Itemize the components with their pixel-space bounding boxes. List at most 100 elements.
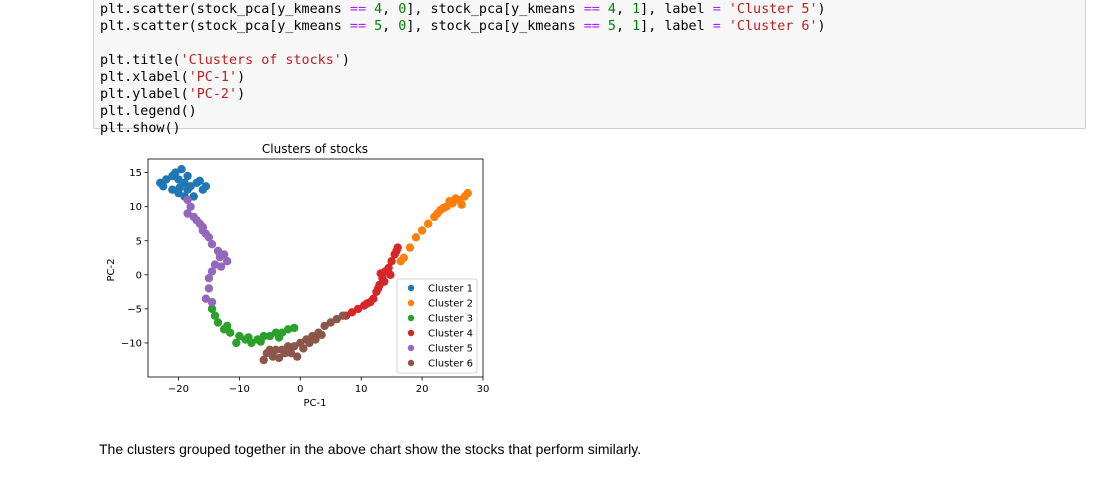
data-point-cluster-3 <box>232 338 241 348</box>
data-point-cluster-3 <box>244 333 253 342</box>
data-point-cluster-5 <box>223 257 232 266</box>
data-point-cluster-5 <box>204 284 214 293</box>
code-token: ) <box>237 70 246 85</box>
code-token: 0 <box>398 19 407 34</box>
data-point-cluster-1 <box>201 182 211 191</box>
y-tick-label: 5 <box>136 236 142 247</box>
legend-entry-label: Cluster 2 <box>428 299 473 310</box>
data-point-cluster-6 <box>311 335 320 344</box>
data-point-cluster-4 <box>376 269 385 278</box>
data-point-cluster-6 <box>320 321 329 331</box>
code-token: , <box>382 19 399 34</box>
code-token: 'Cluster 5' <box>728 2 818 17</box>
code-token: 5 <box>374 19 383 34</box>
data-point-cluster-5 <box>186 202 195 211</box>
data-point-cluster-3 <box>213 318 223 327</box>
data-point-cluster-2 <box>451 194 460 203</box>
y-tick-label: −10 <box>121 338 142 349</box>
code-token: == <box>349 19 367 34</box>
code-token: ], label <box>640 19 713 34</box>
legend-marker <box>407 344 415 352</box>
x-tick-label: −20 <box>168 384 189 395</box>
x-tick-label: 0 <box>297 384 303 395</box>
data-point-cluster-6 <box>286 349 296 358</box>
x-axis: −20 −10 0 10 20 30 <box>168 377 489 395</box>
code-token: , <box>382 2 399 17</box>
code-token: == <box>583 19 600 34</box>
data-point-cluster-3 <box>226 328 235 337</box>
legend-entry-label: Cluster 5 <box>428 344 473 355</box>
data-point-cluster-4 <box>384 263 393 273</box>
data-point-cluster-6 <box>265 345 274 354</box>
data-point-cluster-1 <box>159 182 168 191</box>
output-chart: Clusters of stocks −20 −10 0 10 20 30 15 10 5 0−… <box>100 138 500 410</box>
y-axis: 15 10 5 0 −5 −10 <box>121 168 148 349</box>
data-point-cluster-1 <box>171 168 180 177</box>
data-point-cluster-1 <box>162 175 171 184</box>
x-tick-label: 10 <box>355 384 368 395</box>
code-token: 1 <box>632 19 641 34</box>
legend-marker <box>407 359 415 367</box>
data-point-cluster-6 <box>332 314 341 324</box>
legend-entry-label: Cluster 1 <box>428 284 473 295</box>
code-token: ], label <box>640 2 713 17</box>
data-point-cluster-6 <box>259 355 268 365</box>
legend-marker <box>407 329 415 337</box>
code-token: plt.scatter(stock_pca[y_kmeans <box>100 2 350 17</box>
data-point-cluster-5 <box>216 262 226 271</box>
x-tick-label: 30 <box>477 384 490 395</box>
data-point-cluster-3 <box>274 333 284 342</box>
legend-entry-label: Cluster 6 <box>428 359 473 370</box>
data-point-cluster-6 <box>305 338 314 348</box>
data-point-cluster-5 <box>201 294 211 303</box>
data-point-cluster-5 <box>207 297 217 307</box>
legend: Cluster 1 Cluster 2 Cluster 3 Cluster 4 Clus… <box>396 278 478 374</box>
code-token <box>366 19 374 34</box>
code-line: plt.scatter(stock_pca[y_kmeans == 4, 0],… <box>100 1 826 18</box>
data-point-cluster-5 <box>204 233 214 242</box>
code-cell[interactable]: plt.scatter(stock_pca[y_kmeans == 4, 0],… <box>93 0 1086 136</box>
code-line: plt.show() <box>100 120 181 137</box>
data-point-cluster-2 <box>405 243 415 252</box>
data-point-cluster-6 <box>274 353 284 363</box>
data-point-cluster-1 <box>183 171 192 181</box>
code-token <box>366 2 374 17</box>
legend-entry-label: Cluster 3 <box>428 314 473 325</box>
code-token: ], stock_pca[y_kmeans <box>406 2 584 17</box>
code-token: 1 <box>632 2 641 17</box>
y-tick-label: 10 <box>129 202 142 213</box>
code-line: plt.title('Clusters of stocks') <box>100 52 350 69</box>
code-token: ) <box>817 19 826 34</box>
code-token: 'PC-1' <box>188 70 238 85</box>
markdown-cell-text: The clusters grouped together in the abo… <box>99 441 642 457</box>
legend-entry-label: Cluster 4 <box>428 329 473 340</box>
code-token <box>600 2 608 17</box>
data-point-cluster-2 <box>439 203 448 213</box>
data-point-cluster-5 <box>207 267 217 276</box>
data-point-cluster-3 <box>207 304 217 314</box>
data-point-cluster-6 <box>338 311 348 320</box>
code-token: ) <box>237 87 246 102</box>
data-point-cluster-2 <box>411 233 421 242</box>
data-point-cluster-2 <box>457 200 466 209</box>
code-token: 'PC-2' <box>188 87 238 102</box>
code-token: 'Clusters of stocks' <box>180 53 342 68</box>
data-point-cluster-5 <box>204 274 214 283</box>
legend-marker <box>407 314 415 322</box>
code-token: , <box>615 19 633 34</box>
data-point-cluster-6 <box>326 318 335 327</box>
data-point-cluster-5 <box>198 226 207 235</box>
code-token: 0 <box>398 2 407 17</box>
code-token: ) <box>341 53 350 68</box>
data-point-cluster-5 <box>215 252 225 262</box>
y-axis-label: PC-2 <box>106 259 117 282</box>
chart-title: Clusters of stocks <box>262 142 368 156</box>
code-line: plt.xlabel('PC-1') <box>100 69 245 86</box>
code-line: plt.scatter(stock_pca[y_kmeans == 5, 0],… <box>100 18 826 35</box>
data-point-cluster-4 <box>392 246 401 256</box>
data-point-cluster-3 <box>256 337 265 346</box>
code-token: = <box>712 2 721 17</box>
data-point-cluster-2 <box>463 188 472 198</box>
data-point-cluster-2 <box>417 226 427 235</box>
data-point-cluster-3 <box>290 323 299 333</box>
